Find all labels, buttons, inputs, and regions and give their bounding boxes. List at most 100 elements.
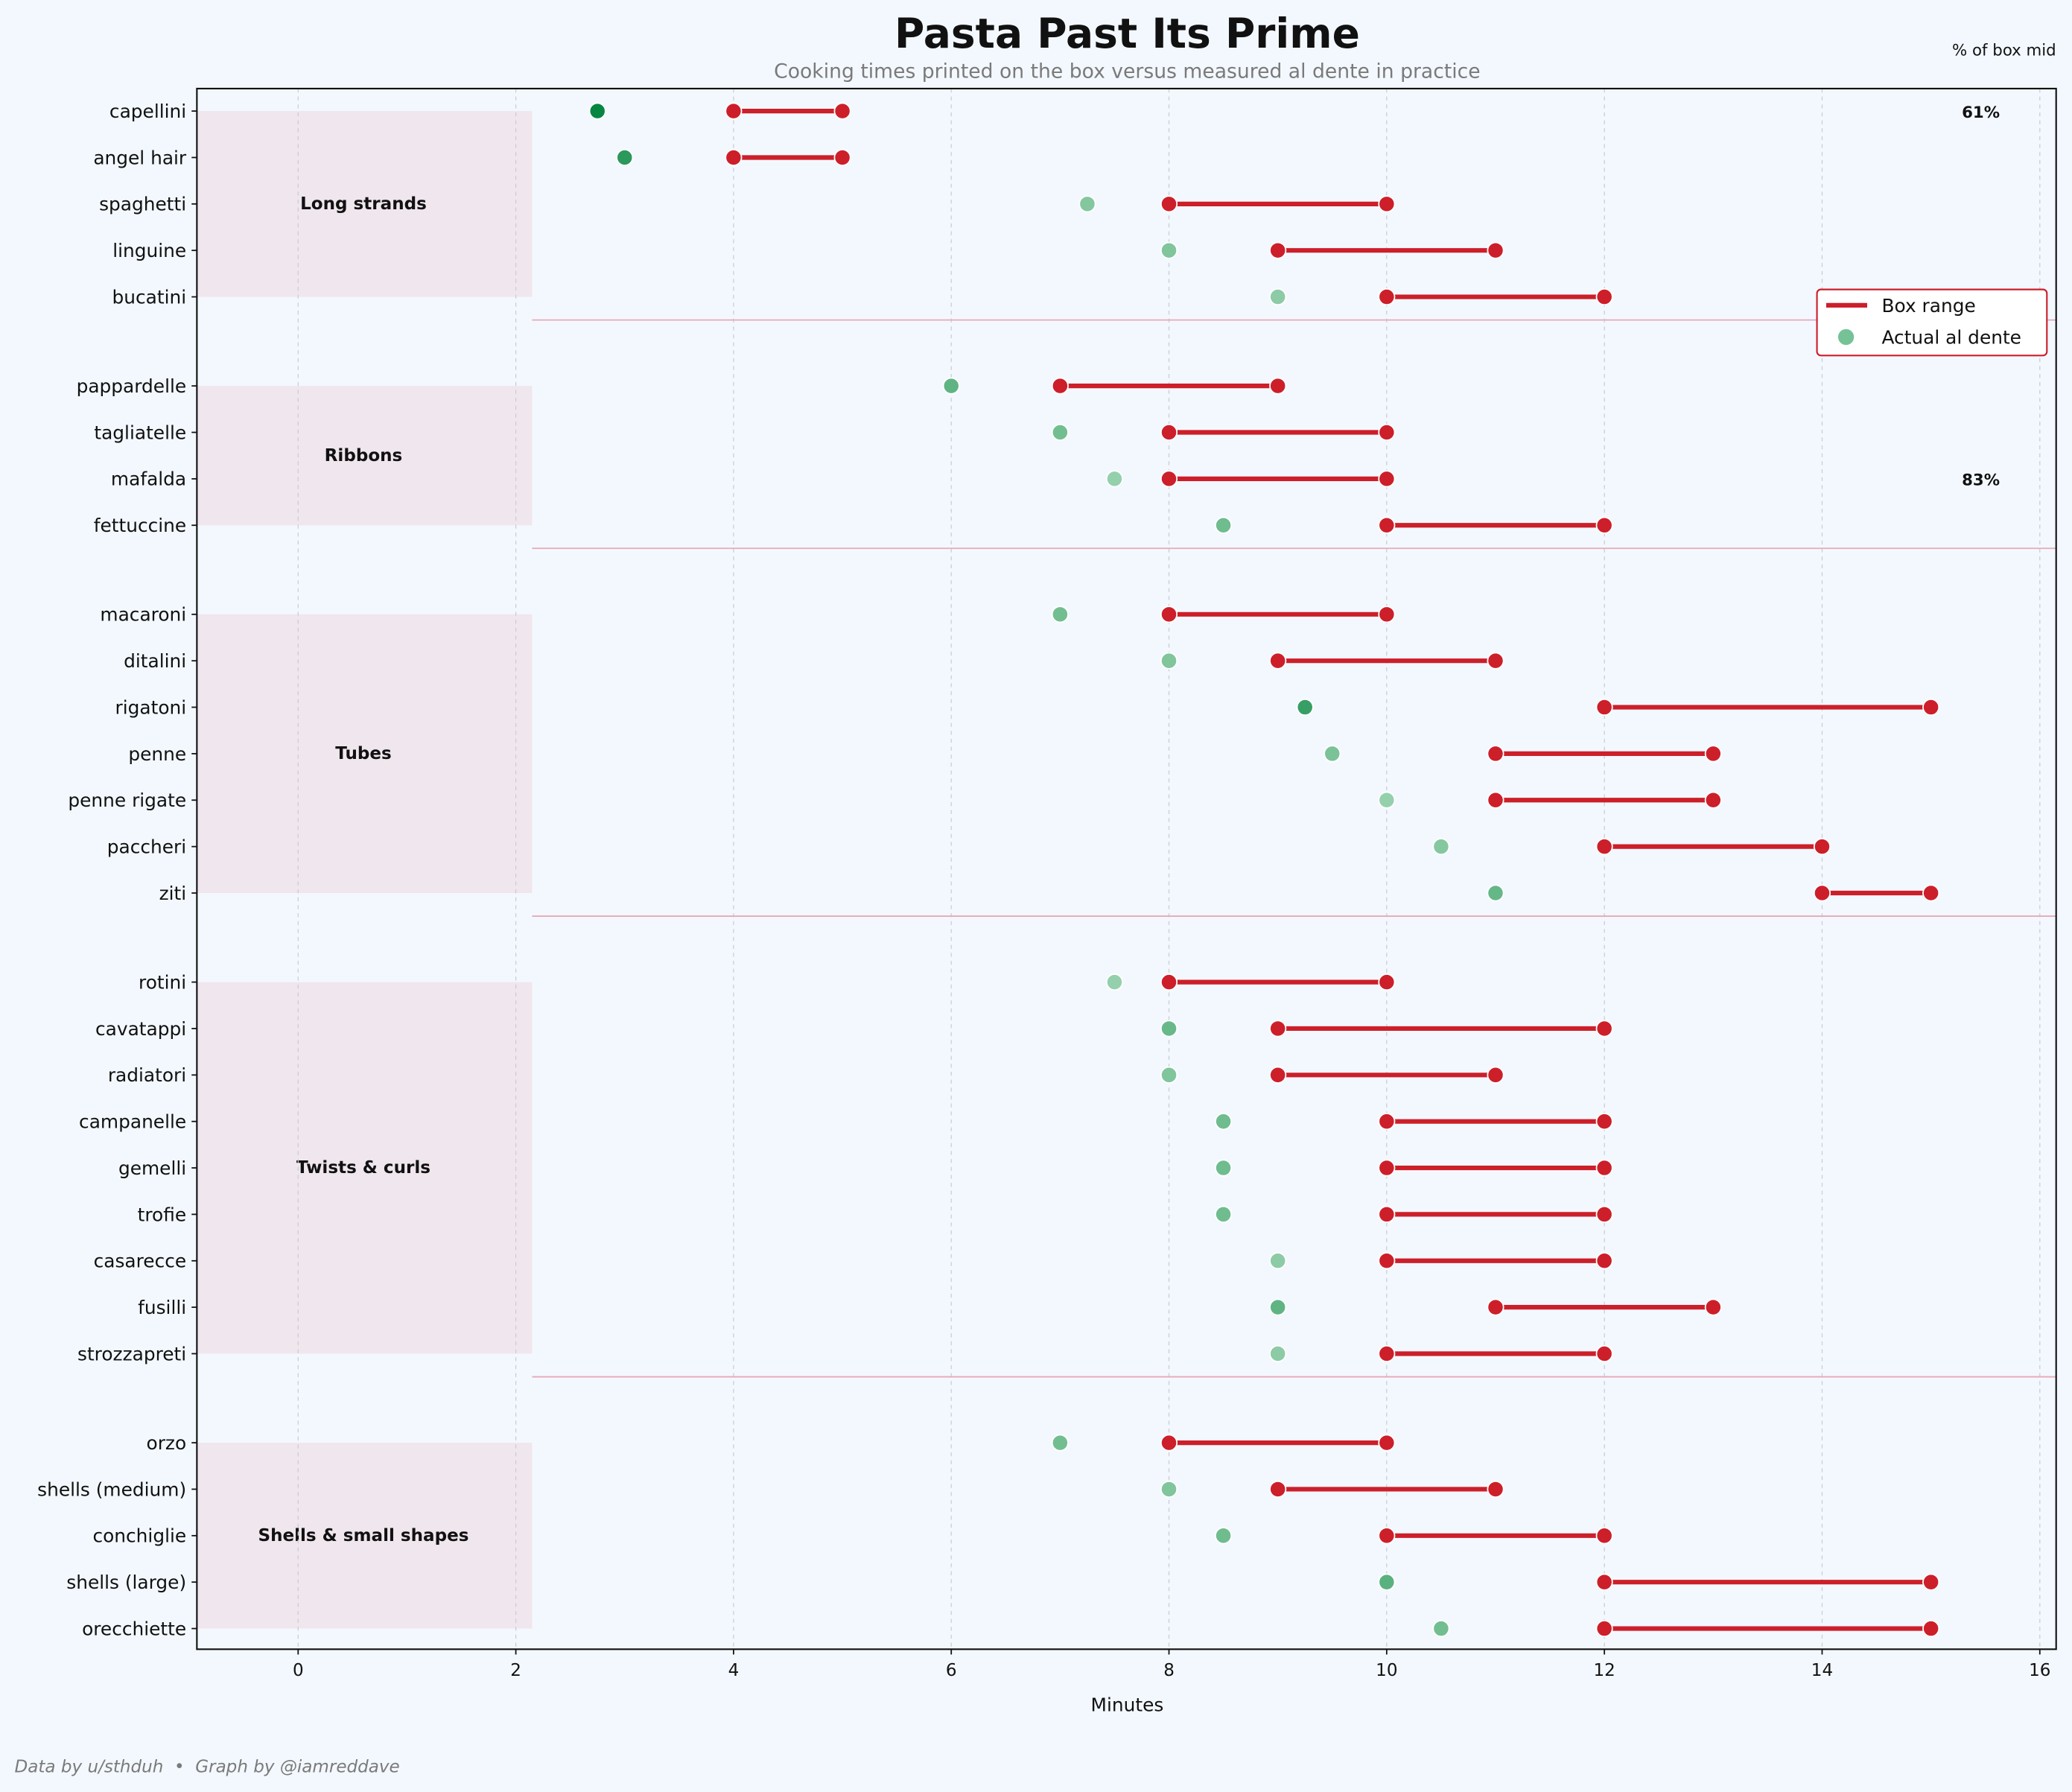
box-max-point	[1487, 1066, 1504, 1084]
box-min-point	[1378, 1344, 1396, 1363]
box-max-point	[1595, 1205, 1613, 1223]
box-min-point	[1595, 838, 1613, 856]
actual-al-dente-point	[1432, 838, 1450, 856]
legend-actual-swatch	[1837, 328, 1855, 346]
box-min-point	[1378, 1252, 1396, 1270]
box-min-point	[1595, 1573, 1613, 1591]
box-min-point	[1269, 1020, 1287, 1038]
actual-al-dente-point	[588, 102, 606, 120]
y-tick-label: rotini	[139, 971, 186, 993]
actual-al-dente-point	[1160, 1480, 1178, 1498]
legend-box	[1816, 288, 2048, 357]
actual-al-dente-point	[1269, 1344, 1287, 1363]
y-tick-label: campanelle	[79, 1111, 186, 1133]
y-tick-label: capellini	[109, 101, 186, 122]
actual-al-dente-point	[1160, 241, 1178, 259]
box-min-point	[1269, 1480, 1287, 1498]
y-tick-label: spaghetti	[99, 194, 186, 215]
x-tick-label: 2	[510, 1661, 521, 1680]
y-tick-label: conchiglie	[92, 1525, 186, 1547]
box-max-point	[1378, 195, 1396, 213]
x-tick-label: 14	[1811, 1661, 1833, 1680]
actual-al-dente-point	[1296, 699, 1314, 717]
pct-label: 61%	[1962, 104, 2000, 122]
group-label: Ribbons	[325, 446, 403, 466]
actual-al-dente-point	[1432, 1620, 1450, 1638]
x-tick-label: 6	[946, 1661, 957, 1680]
actual-al-dente-point	[1160, 1066, 1178, 1084]
box-min-point	[1813, 884, 1831, 902]
group-label: Long strands	[300, 194, 427, 214]
y-tick-label: shells (medium)	[37, 1478, 186, 1500]
y-tick-label: ditalini	[124, 650, 186, 672]
actual-al-dente-point	[1105, 973, 1123, 991]
y-tick-label: rigatoni	[115, 696, 187, 718]
y-tick-label: bucatini	[112, 286, 187, 308]
actual-al-dente-point	[1215, 1159, 1233, 1177]
box-max-point	[1922, 884, 1940, 902]
actual-al-dente-point	[1051, 1434, 1069, 1452]
y-tick-label: shells (large)	[66, 1572, 186, 1593]
box-max-point	[1704, 1298, 1722, 1316]
box-min-point	[1487, 745, 1504, 763]
box-max-point	[1487, 241, 1504, 259]
group-label: Tubes	[335, 744, 391, 763]
footer-credit: Data by u/sthduh • Graph by @iamreddave	[15, 1757, 400, 1776]
group-label: Shells & small shapes	[258, 1526, 469, 1545]
actual-al-dente-point	[1323, 745, 1341, 763]
box-max-point	[1269, 377, 1287, 395]
actual-al-dente-point	[1269, 288, 1287, 306]
y-tick-label: macaroni	[100, 604, 186, 626]
actual-al-dente-point	[1105, 470, 1123, 488]
actual-al-dente-point	[1269, 1252, 1287, 1270]
actual-al-dente-point	[1487, 884, 1504, 902]
box-max-point	[1704, 791, 1722, 809]
y-tick-label: tagliatelle	[94, 422, 186, 443]
box-min-point	[1595, 1620, 1613, 1638]
y-tick-label: fusilli	[138, 1297, 186, 1318]
group-band	[197, 1443, 533, 1629]
box-min-point	[1269, 241, 1287, 259]
box-min-point	[1487, 791, 1504, 809]
group-band	[197, 614, 533, 894]
actual-al-dente-point	[1215, 516, 1233, 534]
actual-al-dente-point	[1160, 652, 1178, 670]
box-max-point	[833, 102, 851, 120]
box-max-point	[1704, 745, 1722, 763]
y-tick-label: orzo	[147, 1432, 187, 1454]
box-min-point	[1160, 1434, 1178, 1452]
y-tick-label: strozzapreti	[77, 1343, 186, 1364]
box-max-point	[1378, 606, 1396, 623]
box-min-point	[1378, 1527, 1396, 1545]
box-max-point	[1922, 1573, 1940, 1591]
box-max-point	[1378, 470, 1396, 488]
x-axis-label: Minutes	[1091, 1694, 1164, 1716]
box-max-point	[1595, 1113, 1613, 1131]
box-max-point	[1813, 838, 1831, 856]
box-min-point	[1160, 606, 1178, 623]
group-band	[197, 386, 533, 526]
box-min-point	[1487, 1298, 1504, 1316]
box-max-point	[1595, 1159, 1613, 1177]
box-min-point	[725, 102, 743, 120]
x-tick-label: 4	[728, 1661, 740, 1680]
group-label: Twists & curls	[296, 1158, 430, 1178]
box-min-point	[1378, 1205, 1396, 1223]
actual-al-dente-point	[1378, 1573, 1396, 1591]
box-max-point	[1922, 1620, 1940, 1638]
y-tick-label: ziti	[159, 883, 187, 904]
box-min-point	[1378, 1159, 1396, 1177]
chart-title: Pasta Past Its Prime	[894, 10, 1360, 57]
legend-actual-label: Actual al dente	[1882, 326, 2021, 348]
legend: Box range Actual al dente	[1816, 288, 2048, 357]
y-tick-label: radiatori	[108, 1064, 186, 1086]
box-max-point	[1378, 423, 1396, 442]
box-min-point	[1160, 195, 1178, 213]
box-max-point	[833, 148, 851, 167]
actual-al-dente-point	[1078, 195, 1096, 213]
legend-box-range-label: Box range	[1882, 295, 1976, 317]
actual-al-dente-point	[1215, 1113, 1233, 1131]
group-band	[197, 982, 533, 1354]
y-tick-label: paccheri	[107, 836, 186, 858]
